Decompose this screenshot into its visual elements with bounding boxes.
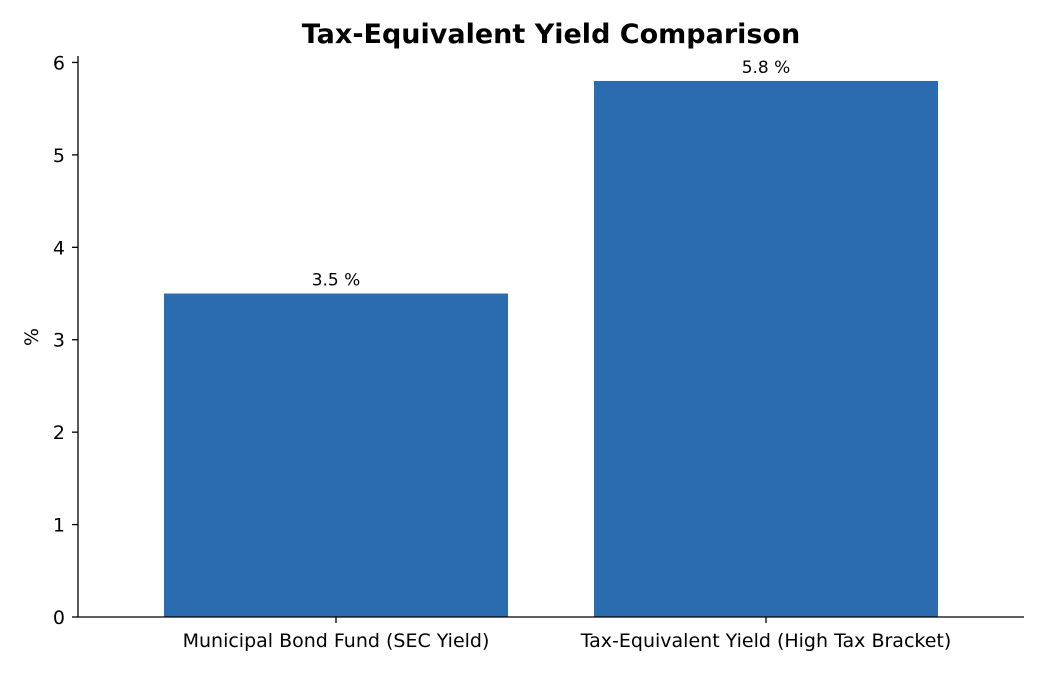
chart-title: Tax-Equivalent Yield Comparison bbox=[302, 19, 801, 50]
bar-1 bbox=[164, 293, 508, 617]
x-tick-label: Municipal Bond Fund (SEC Yield) bbox=[183, 630, 490, 652]
y-tick-label: 5 bbox=[53, 145, 65, 167]
y-tick-label: 4 bbox=[53, 237, 65, 259]
y-tick-label: 6 bbox=[53, 52, 65, 74]
labels-layer: 3.5 % 5.8 % 0 1 2 3 4 5 6 Municipal Bond Fund (SE… bbox=[53, 52, 951, 652]
y-tick-label: 3 bbox=[53, 330, 65, 352]
bar-2 bbox=[594, 80, 938, 618]
bars-layer bbox=[164, 80, 938, 618]
axes-layer bbox=[72, 56, 1024, 623]
y-tick-label: 1 bbox=[53, 515, 65, 537]
data-label-1: 3.5 % bbox=[312, 271, 361, 291]
y-axis-label: % bbox=[21, 328, 43, 346]
y-tick-label: 0 bbox=[53, 607, 65, 629]
x-tick-label: Tax-Equivalent Yield (High Tax Bracket) bbox=[580, 630, 952, 652]
data-label-2: 5.8 % bbox=[742, 58, 791, 78]
y-tick-label: 2 bbox=[53, 422, 65, 444]
